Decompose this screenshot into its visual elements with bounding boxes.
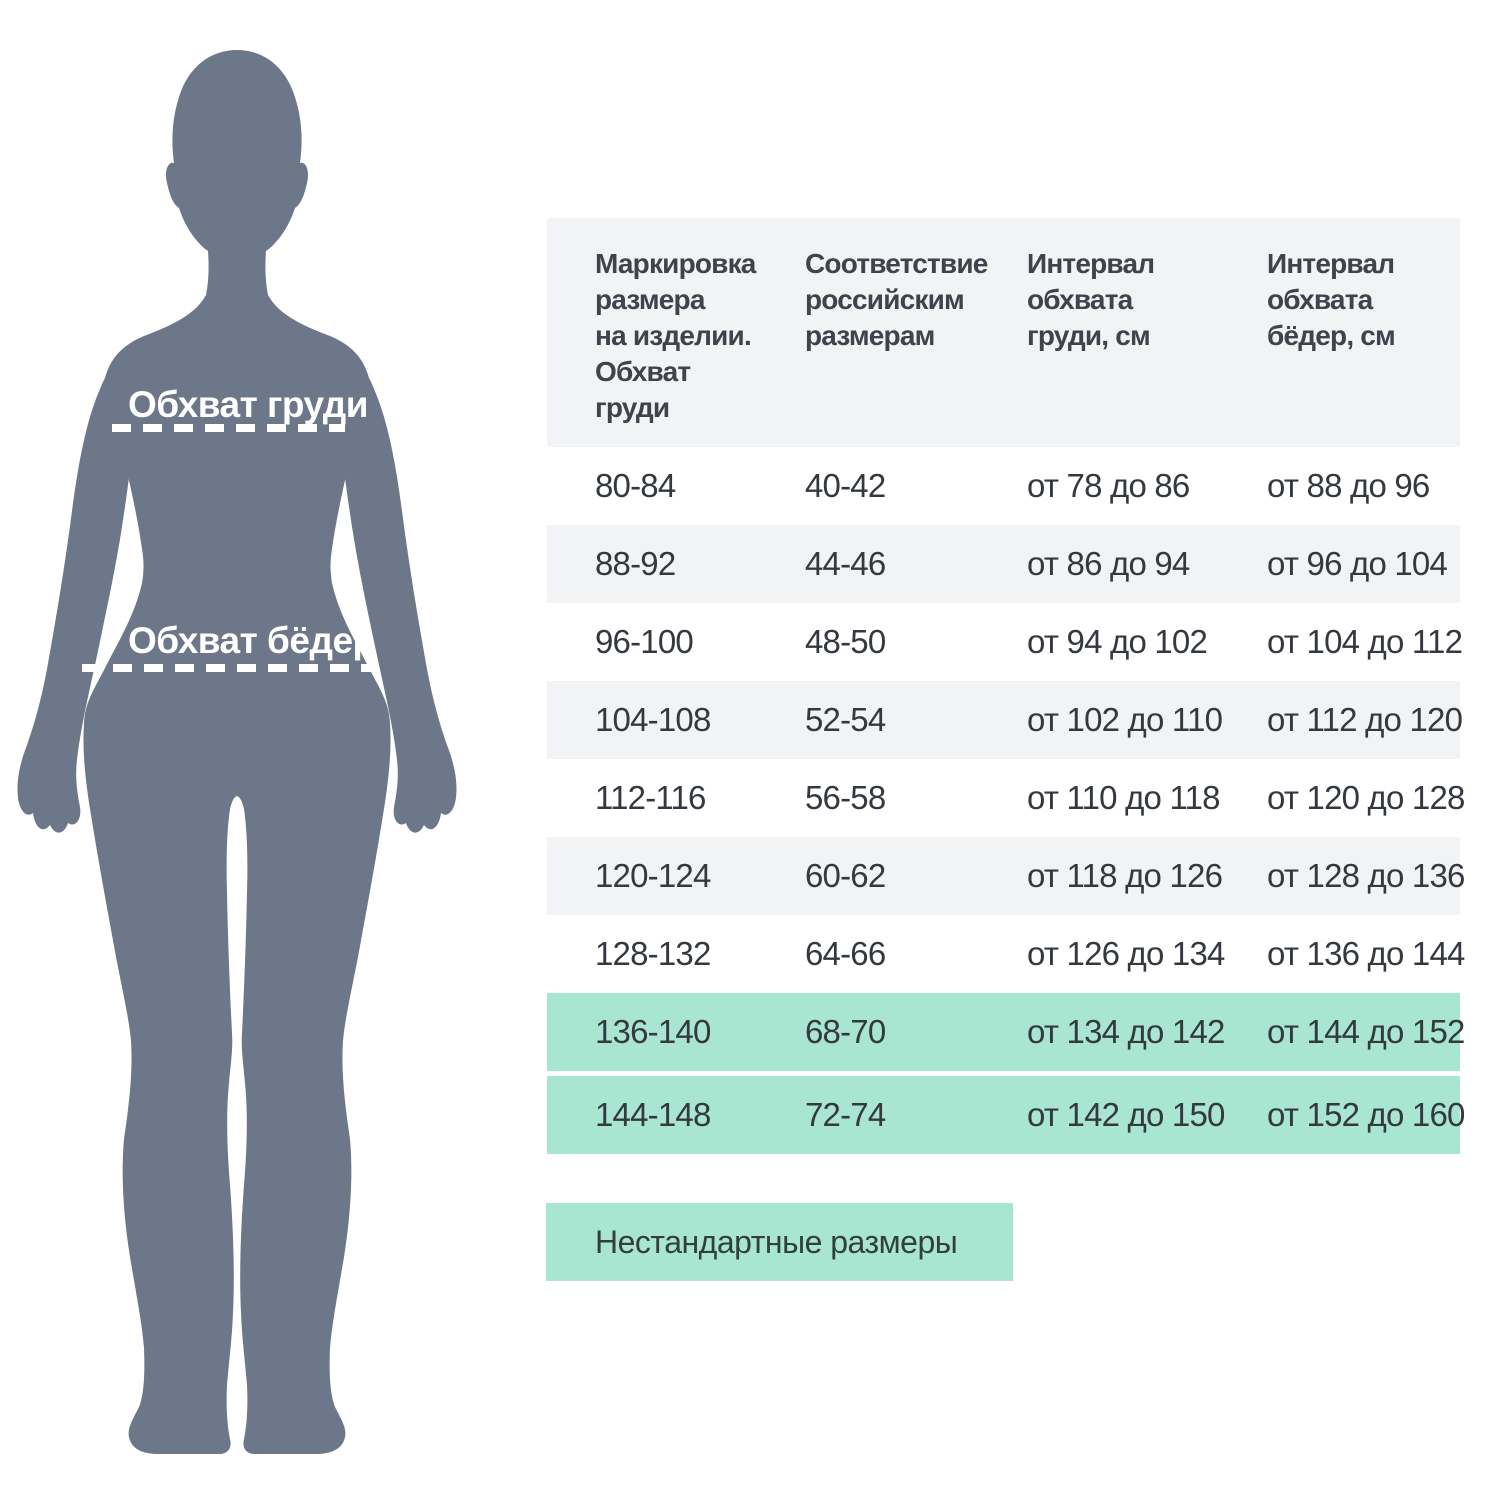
silhouette-left-arm [17, 337, 152, 833]
hips-measure-label: Обхват бёдер [128, 620, 375, 661]
cell-russian-size: 52-54 [805, 701, 886, 738]
cell-hips-interval: от 144 до 152 [1267, 1013, 1465, 1050]
cell-chest-interval: от 78 до 86 [1027, 467, 1190, 504]
chest-measure-label: Обхват груди [128, 384, 368, 425]
cell-size-marking: 120-124 [595, 857, 711, 894]
cell-russian-size: 64-66 [805, 935, 886, 972]
cell-russian-size: 72-74 [805, 1096, 886, 1133]
cell-hips-interval: от 104 до 112 [1267, 623, 1463, 660]
cell-russian-size: 40-42 [805, 467, 886, 504]
cell-hips-interval: от 96 до 104 [1267, 545, 1448, 582]
chest-dashed-line [112, 424, 345, 432]
cell-size-marking: 144-148 [595, 1096, 711, 1133]
cell-size-marking: 104-108 [595, 701, 711, 738]
size-table: Маркировка размера на изделии. Обхват гр… [547, 218, 1465, 1154]
table-row: 144-148 72-74 от 142 до 150 от 152 до 16… [547, 1076, 1465, 1154]
header-size-marking: Маркировка размера на изделии. Обхват гр… [595, 248, 756, 423]
cell-size-marking: 112-116 [595, 779, 706, 816]
table-row: 120-124 60-62 от 118 до 126 от 128 до 13… [547, 837, 1465, 915]
cell-hips-interval: от 112 до 120 [1267, 701, 1463, 738]
cell-chest-interval: от 94 до 102 [1027, 623, 1208, 660]
table-header-row: Маркировка размера на изделии. Обхват гр… [547, 218, 1460, 447]
cell-hips-interval: от 88 до 96 [1267, 467, 1430, 504]
cell-chest-interval: от 86 до 94 [1027, 545, 1190, 582]
legend-nonstandard-sizes: Нестандартные размеры [546, 1203, 1013, 1281]
cell-hips-interval: от 128 до 136 [1267, 857, 1465, 894]
table-row: 80-84 40-42 от 78 до 86 от 88 до 96 [547, 447, 1460, 525]
cell-chest-interval: от 110 до 118 [1027, 779, 1220, 816]
female-silhouette [17, 50, 457, 1454]
table-row: 96-100 48-50 от 94 до 102 от 104 до 112 [547, 603, 1463, 681]
cell-size-marking: 96-100 [595, 623, 694, 660]
cell-hips-interval: от 120 до 128 [1267, 779, 1465, 816]
legend-label: Нестандартные размеры [595, 1223, 958, 1260]
cell-russian-size: 60-62 [805, 857, 886, 894]
cell-hips-interval: от 136 до 144 [1267, 935, 1465, 972]
cell-russian-size: 56-58 [805, 779, 886, 816]
silhouette-body [83, 50, 391, 1454]
silhouette-right-arm [322, 337, 457, 833]
cell-russian-size: 68-70 [805, 1013, 886, 1050]
header-hips-interval: Интервал обхвата бёдер, см [1267, 248, 1396, 351]
header-russian-size: Соответствие российским размерам [805, 248, 988, 351]
hips-dashed-line [82, 664, 374, 672]
cell-hips-interval: от 152 до 160 [1267, 1096, 1465, 1133]
table-row: 112-116 56-58 от 110 до 118 от 120 до 12… [547, 759, 1465, 837]
header-chest-interval: Интервал обхвата груди, см [1027, 248, 1155, 351]
table-row: 128-132 64-66 от 126 до 134 от 136 до 14… [547, 915, 1465, 993]
cell-chest-interval: от 142 до 150 [1027, 1096, 1225, 1133]
cell-size-marking: 136-140 [595, 1013, 711, 1050]
table-row: 88-92 44-46 от 86 до 94 от 96 до 104 [547, 525, 1460, 603]
table-row: 104-108 52-54 от 102 до 110 от 112 до 12… [547, 681, 1463, 759]
cell-chest-interval: от 118 до 126 [1027, 857, 1223, 894]
cell-russian-size: 44-46 [805, 545, 886, 582]
cell-chest-interval: от 102 до 110 [1027, 701, 1223, 738]
cell-chest-interval: от 126 до 134 [1027, 935, 1225, 972]
cell-size-marking: 80-84 [595, 467, 676, 504]
cell-size-marking: 88-92 [595, 545, 676, 582]
table-body: 80-84 40-42 от 78 до 86 от 88 до 96 88-9… [547, 447, 1465, 1154]
cell-chest-interval: от 134 до 142 [1027, 1013, 1225, 1050]
table-row: 136-140 68-70 от 134 до 142 от 144 до 15… [547, 993, 1465, 1071]
cell-russian-size: 48-50 [805, 623, 886, 660]
cell-size-marking: 128-132 [595, 935, 711, 972]
